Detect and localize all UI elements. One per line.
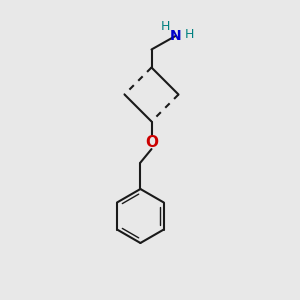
Text: N: N — [170, 29, 181, 43]
Text: H: H — [160, 20, 170, 34]
Text: H: H — [184, 28, 194, 41]
Text: O: O — [145, 135, 158, 150]
